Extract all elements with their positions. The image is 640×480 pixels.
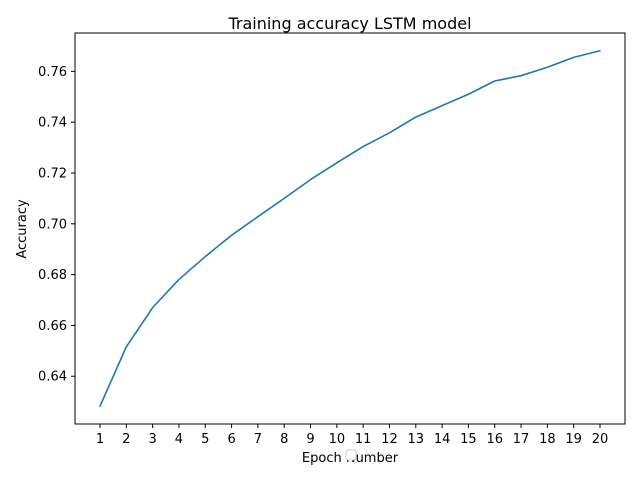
- data-point-1-5: [204, 256, 206, 258]
- x-tick-label: 11: [355, 432, 372, 447]
- x-tick-label: 6: [227, 432, 235, 447]
- legend: [345, 449, 357, 461]
- y-tick-label: 0.74: [38, 116, 67, 131]
- x-tick-label: 17: [513, 432, 530, 447]
- data-point-1-3: [152, 307, 154, 309]
- data-point-1-2: [125, 346, 127, 348]
- x-tick-label: 2: [122, 432, 130, 447]
- series-line-1: [99, 49, 601, 408]
- x-tick-label: 1: [96, 432, 104, 447]
- y-tick-label: 0.70: [38, 217, 67, 232]
- data-point-1-12: [388, 132, 390, 134]
- x-tick-label: 7: [254, 432, 262, 447]
- y-tick-label: 0.66: [38, 319, 67, 334]
- data-point-1-4: [178, 278, 180, 280]
- y-tick-label: 0.76: [38, 65, 67, 80]
- data-point-1-18: [546, 66, 548, 68]
- chart-title: Training accuracy LSTM model: [227, 14, 471, 33]
- y-tick-label: 0.72: [38, 166, 67, 181]
- x-tick-label: 9: [306, 432, 314, 447]
- x-tick-label: 19: [565, 432, 582, 447]
- data-point-1-8: [283, 197, 285, 199]
- x-tick-label: 5: [201, 432, 209, 447]
- y-axis-label: Accuracy: [15, 199, 30, 259]
- data-point-1-10: [336, 162, 338, 164]
- x-tick-label: 15: [460, 432, 477, 447]
- plot-frame: [74, 32, 626, 425]
- y-tick-label: 0.64: [38, 370, 67, 385]
- data-point-1-11: [362, 146, 364, 148]
- x-tick-label: 10: [329, 432, 346, 447]
- x-tick-label: 14: [434, 432, 451, 447]
- data-point-1-15: [467, 93, 469, 95]
- data-point-1-17: [520, 75, 522, 77]
- x-tick-label: 4: [175, 432, 183, 447]
- data-point-1-13: [415, 116, 417, 118]
- x-tick-label: 18: [539, 432, 556, 447]
- x-tick-label: 20: [592, 432, 609, 447]
- legend-box: [345, 449, 357, 461]
- x-tick-label: 8: [280, 432, 288, 447]
- x-tick-label: 12: [381, 432, 398, 447]
- data-point-1-20: [599, 50, 601, 52]
- plot-area: [74, 32, 626, 425]
- x-tick-label: 3: [148, 432, 156, 447]
- data-point-1-1: [99, 405, 101, 407]
- y-axis-ticks: 0.64 0.66 0.68 0.70 0.72 0.74 0.76: [38, 65, 75, 385]
- data-point-1-14: [441, 105, 443, 107]
- y-tick-label: 0.68: [38, 268, 67, 283]
- data-point-1-7: [257, 216, 259, 218]
- data-point-1-9: [310, 179, 312, 181]
- x-tick-label: 16: [486, 432, 503, 447]
- data-point-1-6: [231, 234, 233, 236]
- series-layer: [99, 49, 601, 408]
- data-point-1-19: [573, 56, 575, 58]
- x-tick-label: 13: [408, 432, 425, 447]
- x-axis-ticks: 1 2 3 4 5 6 7 8 9 10 11 12 13 14 15 16 17 18 19 20: [96, 424, 608, 447]
- data-point-1-16: [494, 80, 496, 82]
